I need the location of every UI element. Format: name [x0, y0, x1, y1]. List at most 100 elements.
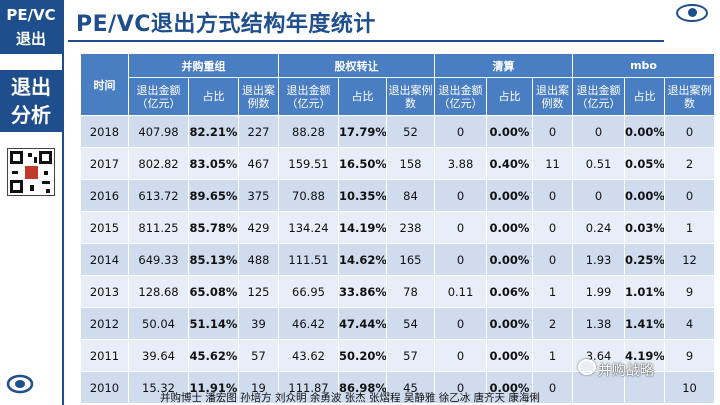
table-cell: 0 — [531, 179, 574, 212]
table-cell: 375 — [238, 179, 279, 212]
table-cell: 158 — [386, 147, 435, 180]
table-cell: 0.51 — [572, 147, 626, 180]
table-cell: 0.00% — [486, 115, 533, 148]
table-row: 2013 128.68 65.08% 125 66.95 33.86% 78 0.11 0.06… — [80, 275, 716, 308]
table-cell: 0 — [531, 115, 574, 148]
column-header: 占比 — [188, 77, 239, 116]
table-row: 2014 649.33 85.13% 488 111.51 14.62% 165 0 0.00%… — [80, 243, 716, 276]
table-cell: 649.33 — [128, 243, 189, 276]
table-cell: 84 — [386, 179, 435, 212]
table-cell: 50.20% — [338, 339, 387, 372]
table-row: 2017 802.82 83.05% 467 159.51 16.50% 158 3.88 0.… — [80, 147, 716, 180]
table-cell: 407.98 — [128, 115, 189, 148]
pevc-exit-tag: PE/VC 退出 — [0, 0, 62, 54]
qr-code — [7, 148, 55, 196]
group-header-liquidation: 清算 — [433, 53, 574, 78]
table-cell: 227 — [238, 115, 279, 148]
table-cell: 0 — [434, 243, 487, 276]
table-cell: 57 — [238, 339, 279, 372]
table-cell: 1.93 — [572, 243, 626, 276]
column-header: 退出案例数 — [664, 77, 716, 116]
table-cell: 83.05% — [188, 147, 239, 180]
table-cell: 0.00% — [486, 179, 533, 212]
table-cell: 85.13% — [188, 243, 239, 276]
table-cell: 0 — [434, 179, 487, 212]
table-cell: 0.03% — [624, 211, 666, 244]
table-cell: 0.00% — [486, 307, 533, 340]
exit-structure-table: 时间 并购重组 股权转让 清算 mbo 退出金额（亿元） 占比 退出案例数 退出金额（… — [80, 53, 716, 404]
table-cell: 613.72 — [128, 179, 189, 212]
table-row: 2011 39.64 45.62% 57 43.62 50.20% 57 0 0.00% 1 3.6… — [80, 339, 716, 372]
group-header-ma: 并购重组 — [128, 53, 279, 78]
year-cell: 2013 — [80, 275, 129, 308]
table-cell: 0 — [572, 115, 626, 148]
year-cell: 2010 — [80, 371, 129, 404]
table-cell: 429 — [238, 211, 279, 244]
year-cell: 2011 — [80, 339, 129, 372]
table-cell: 0.24 — [572, 211, 626, 244]
table-cell: 165 — [386, 243, 435, 276]
exit-analysis-tag: 退出 分析 — [0, 70, 62, 132]
left-sidebar: PE/VC 退出 退出 分析 — [0, 0, 64, 405]
table-cell: 12 — [664, 243, 716, 276]
table-cell: 9 — [664, 339, 716, 372]
table-cell: 1 — [531, 339, 574, 372]
column-header: 退出案例数 — [386, 77, 435, 116]
table-cell: 11.91% — [188, 371, 239, 404]
table-cell: 16.50% — [338, 147, 387, 180]
table-cell: 82.21% — [188, 115, 239, 148]
table-cell — [624, 371, 666, 404]
pevc-tag-line1: PE/VC — [6, 6, 56, 24]
column-header: 退出金额（亿元） — [572, 77, 626, 116]
table-cell: 50.04 — [128, 307, 189, 340]
year-cell: 2014 — [80, 243, 129, 276]
table-cell: 46.42 — [278, 307, 339, 340]
table-cell: 802.82 — [128, 147, 189, 180]
table-cell: 4.19% — [624, 339, 666, 372]
table-cell: 0 — [531, 211, 574, 244]
table-cell: 89.65% — [188, 179, 239, 212]
column-header: 占比 — [338, 77, 387, 116]
column-header: 退出案例数 — [238, 77, 279, 116]
table-cell: 33.86% — [338, 275, 387, 308]
table-cell: 14.19% — [338, 211, 387, 244]
table-cell: 2 — [664, 147, 716, 180]
table-cell: 0.00% — [486, 211, 533, 244]
column-header: 占比 — [624, 77, 666, 116]
table-cell: 66.95 — [278, 275, 339, 308]
table-cell: 43.62 — [278, 339, 339, 372]
table-cell: 159.51 — [278, 147, 339, 180]
column-header: 退出金额（亿元） — [128, 77, 189, 116]
table-cell: 0 — [572, 179, 626, 212]
company-logo-icon — [6, 374, 34, 394]
table-cell: 47.44% — [338, 307, 387, 340]
table-cell: 86.98% — [338, 371, 387, 404]
group-header-mbo: mbo — [572, 53, 716, 78]
table-cell: 125 — [238, 275, 279, 308]
qr-center-logo — [25, 166, 38, 179]
table-cell: 2 — [531, 307, 574, 340]
table-cell: 1 — [531, 275, 574, 308]
table-cell: 39.64 — [128, 339, 189, 372]
table-cell: 54 — [386, 307, 435, 340]
table-cell: 0.00% — [624, 115, 666, 148]
year-cell: 2012 — [80, 307, 129, 340]
table-cell: 39 — [238, 307, 279, 340]
table-cell: 111.51 — [278, 243, 339, 276]
watermark-text: 并购战略 — [598, 363, 654, 379]
table-cell: 0.40% — [486, 147, 533, 180]
table-cell: 57 — [386, 339, 435, 372]
table-cell: 0.06% — [486, 275, 533, 308]
brand-logo — [668, 4, 716, 46]
table-cell: 19 — [238, 371, 279, 404]
table-cell: 811.25 — [128, 211, 189, 244]
table-cell: 10 — [664, 371, 716, 404]
table-cell: 488 — [238, 243, 279, 276]
eye-icon — [676, 4, 708, 22]
table-cell: 0.00% — [624, 179, 666, 212]
table-cell: 238 — [386, 211, 435, 244]
column-header: 退出金额（亿元） — [434, 77, 487, 116]
table-cell: 4 — [664, 307, 716, 340]
wechat-icon — [578, 359, 596, 375]
table-row: 2018 407.98 82.21% 227 88.28 17.79% 52 0 0.00% 0 0… — [80, 115, 716, 148]
